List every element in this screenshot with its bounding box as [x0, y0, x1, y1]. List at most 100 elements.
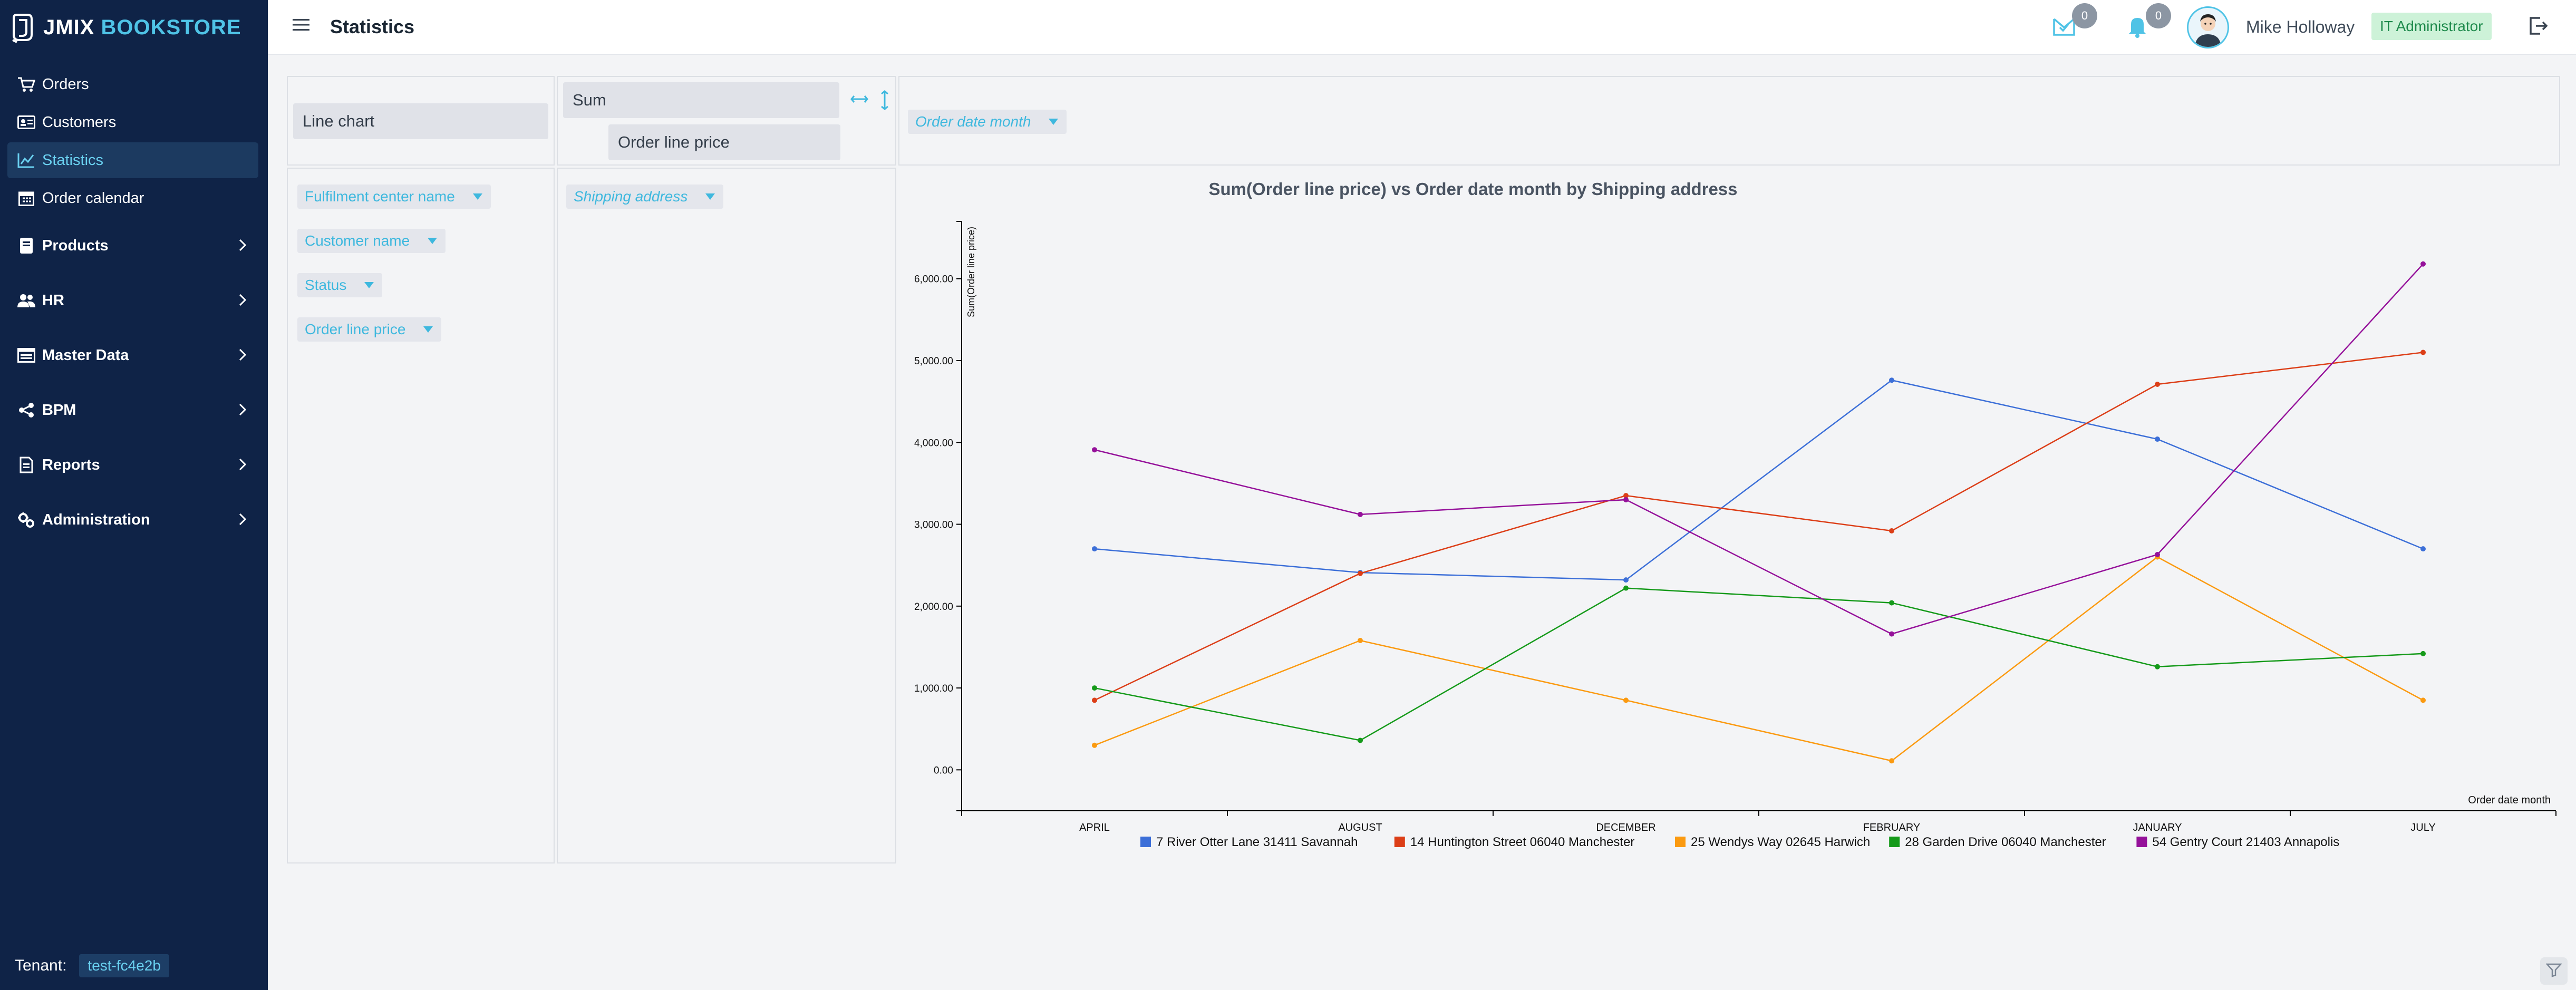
row-field-pill[interactable]: Shipping address — [566, 185, 724, 209]
sidebar-item-label: Reports — [42, 456, 100, 473]
renderer-select[interactable]: Line chart — [293, 103, 548, 139]
line-chart: Sum(Order line price) vs Order date mont… — [898, 169, 2564, 875]
row-field-label: Shipping address — [574, 188, 688, 205]
users-icon — [11, 293, 42, 308]
chevron-right-icon — [238, 293, 247, 309]
x-tick-label: DECEMBER — [1596, 822, 1655, 833]
data-point — [1623, 493, 1629, 499]
sidebar-item-label: HR — [42, 292, 64, 309]
x-tick-label: FEBRUARY — [1863, 822, 1921, 833]
sidebar-item-label: Orders — [42, 75, 89, 93]
unused-field-pill[interactable]: Status — [297, 273, 383, 297]
unused-field-pill[interactable]: Customer name — [297, 229, 446, 253]
caret-down-icon[interactable] — [423, 326, 433, 333]
chart-canvas: 0.00 1,000.00 2,000.00 3,000.00 4,000.00 5,00… — [914, 221, 2556, 849]
data-point — [1889, 600, 1894, 606]
unused-field-label: Customer name — [305, 232, 410, 249]
y-tick-label: 3,000.00 — [914, 520, 953, 531]
data-point — [1092, 546, 1097, 552]
inbox-button[interactable]: 0 — [2052, 3, 2097, 40]
series-line — [1094, 263, 2424, 635]
unused-field-label: Order line price — [305, 321, 406, 337]
data-point — [1889, 631, 1894, 637]
sidebar-item-master-data[interactable]: Master Data — [7, 337, 258, 373]
sidebar-item-orders[interactable]: Orders — [7, 66, 258, 102]
x-tick-label: APRIL — [1079, 822, 1110, 833]
logout-icon[interactable] — [2529, 16, 2549, 38]
data-point — [1358, 737, 1363, 743]
aggregator-field-select[interactable]: Order line price — [608, 124, 840, 160]
data-point — [1358, 638, 1363, 644]
data-point — [2420, 546, 2426, 552]
sort-rows-icon[interactable] — [878, 90, 891, 113]
legend-label: 25 Wendys Way 02645 Harwich — [1691, 835, 1870, 849]
caret-down-icon[interactable] — [472, 193, 482, 200]
sidebar-item-customers[interactable]: Customers — [7, 104, 258, 140]
data-point — [1092, 742, 1097, 748]
sidebar-item-order-calendar[interactable]: Order calendar — [7, 180, 258, 216]
x-tick-label: JULY — [2410, 822, 2435, 833]
unused-field-pill[interactable]: Order line price — [297, 317, 442, 342]
data-point — [2155, 664, 2160, 669]
x-tick-label: JANUARY — [2133, 822, 2182, 833]
sidebar-item-label: Statistics — [42, 151, 104, 169]
y-tick-label: 2,000.00 — [914, 601, 953, 613]
caret-down-icon[interactable] — [428, 238, 438, 244]
sidebar-item-statistics[interactable]: Statistics — [7, 142, 258, 178]
data-point — [1623, 585, 1629, 591]
aggregator-select[interactable]: Sum — [563, 82, 839, 118]
data-point — [2420, 350, 2426, 355]
data-point — [2155, 551, 2160, 557]
sidebar-item-hr[interactable]: HR — [7, 283, 258, 318]
menu-toggle-icon[interactable] — [292, 17, 310, 35]
sort-columns-icon[interactable] — [850, 93, 869, 108]
notifications-button[interactable]: 0 — [2126, 3, 2171, 41]
y-tick-label: 1,000.00 — [914, 683, 953, 694]
filter-button[interactable] — [2540, 957, 2568, 985]
chevron-right-icon — [238, 238, 247, 255]
sidebar-item-bpm[interactable]: BPM — [7, 392, 258, 428]
jmix-logo-icon — [12, 12, 34, 43]
caret-down-icon[interactable] — [364, 282, 374, 288]
chart-title: Sum(Order line price) vs Order date mont… — [1208, 179, 1738, 199]
avatar[interactable] — [2187, 6, 2229, 48]
data-point — [1623, 497, 1629, 502]
cart-icon — [11, 76, 42, 92]
filter-icon — [2545, 963, 2562, 980]
caret-down-icon[interactable] — [1049, 119, 1059, 125]
calendar-icon — [11, 190, 42, 206]
page-title: Statistics — [330, 16, 415, 37]
y-tick-label: 0.00 — [934, 765, 953, 776]
user-name[interactable]: Mike Holloway — [2246, 17, 2355, 36]
y-tick-label: 4,000.00 — [914, 438, 953, 449]
data-point — [1623, 577, 1629, 583]
row-fields-panel — [557, 168, 896, 863]
sidebar-item-administration[interactable]: Administration — [7, 502, 258, 538]
inbox-icon — [2052, 18, 2076, 39]
unused-fields-panel — [287, 168, 555, 863]
data-point — [1092, 685, 1097, 691]
data-point — [2155, 382, 2160, 387]
inbox-count-badge: 0 — [2072, 3, 2097, 28]
legend-label: 14 Huntington Street 06040 Manchester — [1410, 835, 1635, 849]
series-line — [1094, 556, 2424, 762]
sidebar-item-label: Products — [42, 237, 109, 254]
unused-field-label: Status — [305, 277, 347, 293]
caret-down-icon[interactable] — [705, 193, 715, 200]
data-point — [2420, 651, 2426, 656]
tenant-badge: test-fc4e2b — [79, 954, 169, 977]
share-icon — [11, 402, 42, 418]
data-point — [2155, 436, 2160, 442]
brand[interactable]: JMIX BOOKSTORE — [12, 12, 241, 43]
legend-label: 28 Garden Drive 06040 Manchester — [1905, 835, 2106, 849]
column-field-pill[interactable]: Order date month — [908, 110, 1067, 134]
data-point — [1889, 528, 1894, 533]
brand-left: JMIX — [43, 15, 95, 39]
chevron-right-icon — [238, 512, 247, 529]
sidebar-item-reports[interactable]: Reports — [7, 447, 258, 483]
unused-field-pill[interactable]: Fulfilment center name — [297, 185, 491, 209]
sidebar-item-products[interactable]: Products — [7, 228, 258, 264]
chevron-right-icon — [238, 458, 247, 474]
data-point — [1358, 511, 1363, 517]
sidebar-item-label: Customers — [42, 113, 117, 131]
